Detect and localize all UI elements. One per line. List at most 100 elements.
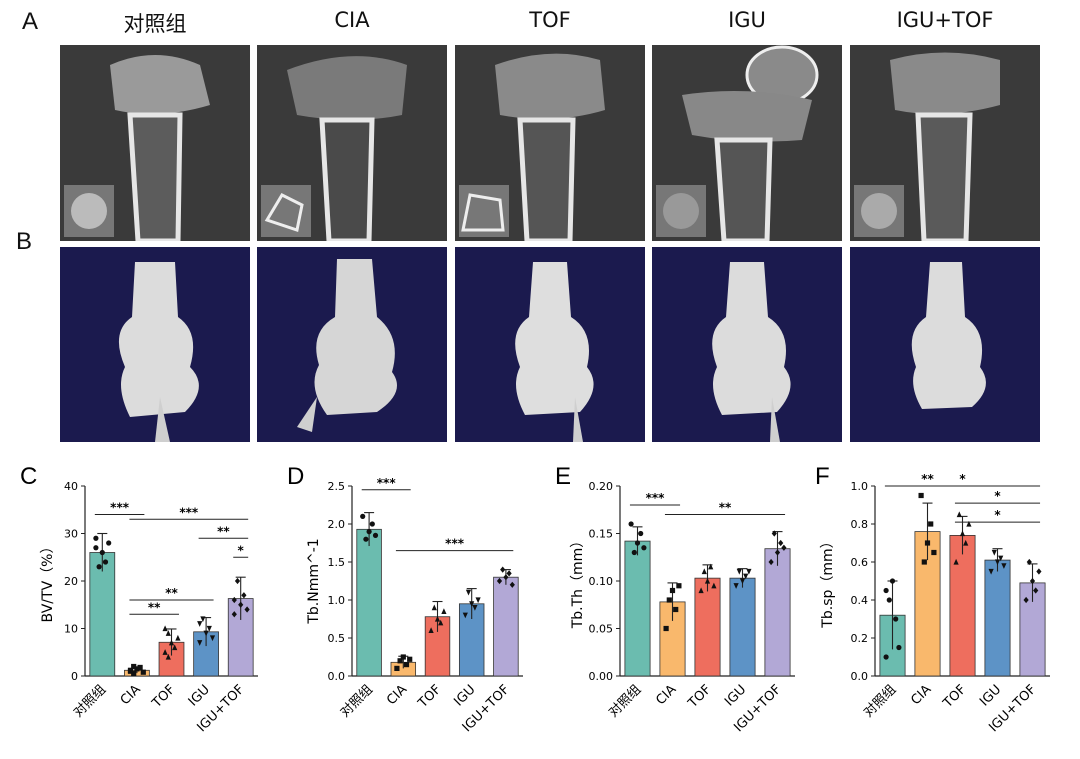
data-point-e-4	[778, 539, 784, 547]
y-tick-label-d: 2.0	[328, 518, 346, 531]
y-tick-label-f: 0.0	[851, 670, 869, 683]
y-tick-label-d: 0.0	[328, 670, 346, 683]
y-tick-label-f: 0.4	[851, 594, 869, 607]
ct-image-igu-tof	[850, 45, 1040, 241]
data-point-f-4	[1029, 577, 1036, 585]
data-point-f-1	[931, 549, 937, 556]
data-point-f-0	[883, 587, 889, 594]
data-point-c-2	[162, 625, 168, 632]
significance-label-c: **	[165, 586, 178, 600]
data-point-c-1	[131, 671, 137, 677]
y-tick-label-c: 0	[71, 670, 78, 683]
data-point-e-4	[774, 549, 781, 556]
data-point-d-1	[397, 658, 403, 664]
data-point-e-0	[628, 521, 634, 527]
significance-label-f: *	[994, 508, 1001, 522]
data-point-c-1	[131, 663, 137, 670]
data-point-f-3	[998, 555, 1004, 562]
data-point-c-4	[231, 611, 237, 618]
data-point-f-0	[889, 578, 896, 584]
bar-c-0	[89, 552, 116, 677]
x-tick-label-e-0: 对照组	[606, 682, 644, 720]
data-point-d-2	[434, 615, 441, 622]
data-point-d-1	[407, 656, 413, 662]
data-point-e-4	[768, 558, 774, 566]
data-point-f-0	[896, 644, 902, 651]
render-3d-igu	[652, 247, 842, 442]
data-point-f-4	[1033, 587, 1039, 594]
data-point-d-0	[363, 536, 369, 542]
data-point-c-2	[168, 639, 175, 646]
x-tick-label-c-1: CIA	[118, 682, 144, 708]
data-point-c-0	[93, 545, 99, 551]
render-3d-igu-tof	[850, 247, 1040, 442]
data-point-c-3	[203, 630, 209, 637]
data-point-d-0	[372, 532, 379, 538]
data-point-c-2	[165, 630, 171, 636]
y-tick-label-e: 0.15	[589, 528, 614, 541]
y-axis-label-f: Tb.sp（mm）	[820, 534, 836, 628]
data-point-e-3	[746, 568, 752, 575]
y-axis-label-d: Tb.Nmm^-1	[306, 538, 322, 624]
data-point-e-2	[698, 587, 704, 594]
data-point-c-4	[244, 606, 250, 613]
data-point-d-2	[431, 604, 437, 611]
data-point-f-3	[988, 568, 994, 575]
panel-label-e: E	[555, 463, 571, 490]
y-axis-label-c: BV/TV（%）	[40, 540, 56, 623]
data-point-c-1	[127, 667, 134, 673]
group-name-tof: TOF	[529, 8, 571, 32]
data-point-f-1	[918, 492, 924, 499]
y-tick-label-f: 0.8	[851, 518, 869, 531]
data-point-c-3	[209, 635, 216, 642]
data-point-d-0	[360, 513, 366, 519]
data-point-d-1	[403, 662, 410, 668]
data-point-d-4	[506, 570, 512, 577]
data-point-d-0	[369, 521, 375, 527]
x-tick-label-d-3: IGU	[451, 682, 478, 709]
data-point-c-4	[231, 596, 237, 604]
significance-label-f: *	[994, 489, 1001, 503]
data-point-d-4	[500, 566, 506, 573]
data-point-c-2	[172, 644, 178, 651]
y-axis-label-e: Tb.Th（mm）	[570, 534, 586, 630]
data-point-f-1	[924, 540, 931, 546]
data-point-e-0	[641, 545, 647, 551]
data-point-c-1	[140, 669, 146, 675]
group-name-cia: CIA	[334, 8, 370, 32]
data-point-c-4	[241, 592, 247, 599]
data-point-c-3	[200, 616, 206, 623]
data-point-c-2	[165, 653, 171, 660]
data-point-f-2	[956, 511, 962, 518]
x-tick-label-e-2: TOF	[685, 682, 714, 711]
data-point-e-2	[704, 577, 711, 584]
data-point-f-3	[994, 559, 1001, 566]
data-point-d-2	[438, 619, 444, 626]
data-point-e-1	[663, 625, 669, 632]
data-point-f-4	[1026, 558, 1032, 566]
y-tick-label-d: 0.5	[328, 632, 346, 645]
bar-d-4	[493, 576, 519, 677]
significance-label-c: **	[217, 524, 230, 538]
y-tick-label-f: 1.0	[851, 480, 869, 493]
data-point-d-1	[394, 665, 400, 671]
x-tick-label-f-2: TOF	[940, 682, 969, 711]
data-point-e-4	[781, 544, 787, 551]
data-point-e-3	[743, 573, 749, 580]
data-point-c-0	[93, 535, 99, 541]
significance-label-c: ***	[110, 501, 130, 515]
data-point-d-3	[469, 601, 475, 607]
render-3d-control	[60, 247, 250, 442]
data-point-c-0	[99, 549, 105, 556]
group-name-control: 对照组	[123, 12, 187, 36]
group-name-igu-tof: IGU+TOF	[896, 8, 994, 32]
data-point-f-4	[1023, 596, 1029, 604]
data-point-d-3	[472, 605, 478, 611]
y-tick-label-f: 0.6	[851, 556, 869, 569]
x-tick-label-c-2: TOF	[149, 682, 178, 711]
significance-label-c: **	[148, 600, 161, 614]
bar-e-0	[624, 540, 651, 677]
data-point-f-2	[953, 558, 959, 565]
significance-label-e: **	[719, 501, 732, 515]
